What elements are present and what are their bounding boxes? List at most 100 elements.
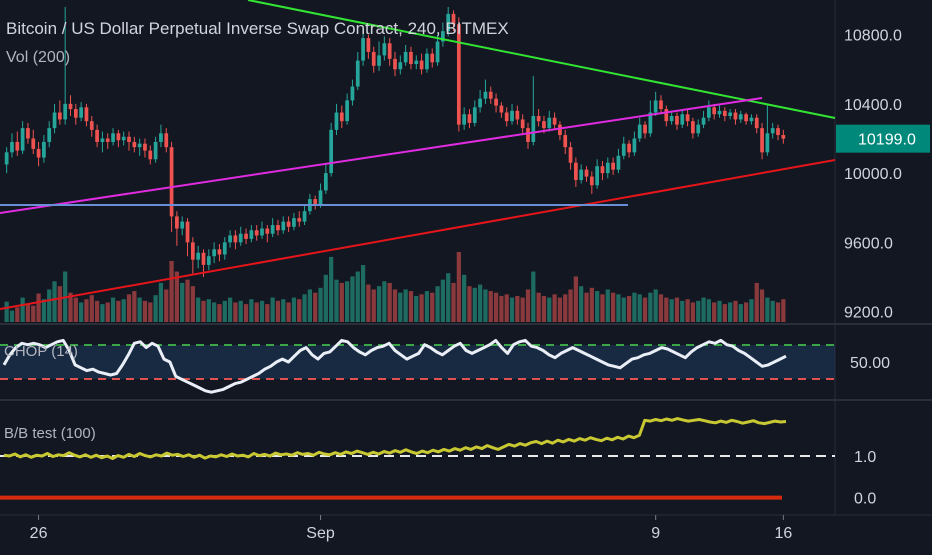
volume-bar xyxy=(243,304,249,322)
volume-bar xyxy=(648,292,653,322)
price-tick-label: 9600.0 xyxy=(844,235,893,252)
volume-bar xyxy=(180,282,185,322)
volume-bar xyxy=(509,297,515,322)
volume-bar xyxy=(440,279,446,322)
volume-bar xyxy=(392,289,398,322)
candle xyxy=(595,166,600,186)
candle xyxy=(265,228,270,234)
volume-bar xyxy=(169,260,174,322)
candle xyxy=(169,147,174,217)
volume-bar xyxy=(499,295,504,322)
candle xyxy=(435,41,440,63)
candle xyxy=(547,117,552,129)
volume-bar xyxy=(770,300,775,322)
volume-bar xyxy=(153,295,158,322)
volume-bar xyxy=(674,297,680,322)
candle xyxy=(393,58,397,70)
volume-bar xyxy=(36,293,41,322)
candle xyxy=(26,128,30,139)
candle xyxy=(345,100,349,122)
volume-bar xyxy=(595,291,600,322)
volume-bar xyxy=(339,282,344,322)
candle xyxy=(201,252,206,265)
candle xyxy=(276,225,280,231)
candle xyxy=(467,114,472,123)
volume-bar xyxy=(701,297,706,322)
volume-bar xyxy=(84,299,89,322)
candle xyxy=(292,218,296,227)
volume-bar xyxy=(41,299,47,322)
volume-bar xyxy=(621,297,626,322)
candle xyxy=(222,242,227,255)
price-tick-label: 10800.0 xyxy=(844,28,902,45)
volume-bar xyxy=(451,282,456,322)
candle xyxy=(164,133,169,148)
candle xyxy=(15,141,20,151)
chart-title: Bitcoin / US Dollar Perpetual Inverse Sw… xyxy=(6,19,509,38)
candle xyxy=(159,133,163,142)
candle xyxy=(286,221,291,227)
volume-bar xyxy=(664,297,669,322)
candle xyxy=(249,230,254,239)
candle xyxy=(52,112,57,129)
volume-bar xyxy=(132,291,137,322)
volume-bar xyxy=(94,300,100,322)
volume-bar xyxy=(89,295,94,322)
volume-bar xyxy=(541,295,547,322)
candle xyxy=(132,141,137,148)
volume-bar xyxy=(233,302,238,322)
volume-bar xyxy=(265,304,270,322)
candle xyxy=(643,124,647,134)
volume-bar xyxy=(717,300,722,322)
volume-bar xyxy=(190,286,195,322)
volume-bar xyxy=(706,299,711,322)
volume-bar xyxy=(366,284,371,322)
candle xyxy=(68,103,73,110)
volume-bar xyxy=(754,282,759,322)
volume-bar xyxy=(196,297,201,322)
volume-bar xyxy=(275,300,281,322)
candle xyxy=(148,150,153,160)
candle xyxy=(605,162,610,174)
candle xyxy=(685,114,690,122)
candle xyxy=(717,110,722,115)
candle xyxy=(31,138,36,149)
candle xyxy=(589,176,594,186)
candle xyxy=(504,112,509,122)
candle xyxy=(281,221,286,231)
candle xyxy=(669,115,674,122)
volume-bar xyxy=(4,301,9,322)
candle xyxy=(664,109,669,122)
candle xyxy=(712,107,717,115)
volume-bar xyxy=(148,302,153,322)
volume-bar xyxy=(600,294,605,322)
candle xyxy=(382,43,387,56)
volume-bar xyxy=(387,282,392,322)
candle xyxy=(318,190,323,205)
volume-bar xyxy=(376,286,382,322)
bb-label: B/B test (100) xyxy=(4,425,96,442)
volume-bar xyxy=(781,299,786,322)
candle xyxy=(350,86,355,101)
time-tick-label: 26 xyxy=(30,525,48,542)
volume-bar xyxy=(25,304,31,322)
candle xyxy=(483,91,488,99)
volume-bar xyxy=(765,297,770,322)
chop-label: CHOP (14) xyxy=(4,343,78,360)
candle xyxy=(659,100,663,110)
volume-bar xyxy=(291,297,297,322)
volume-bar xyxy=(525,289,531,322)
candle xyxy=(105,138,110,142)
volume-bar xyxy=(47,289,52,322)
volume-bar xyxy=(637,294,642,322)
resistance-trendline xyxy=(247,0,836,119)
price-tick-label: 9200.0 xyxy=(844,305,893,322)
volume-bar xyxy=(382,281,387,322)
candle xyxy=(584,169,589,177)
candle xyxy=(302,211,307,222)
candle xyxy=(462,114,467,125)
volume-bar xyxy=(185,279,190,322)
candle xyxy=(781,135,786,139)
